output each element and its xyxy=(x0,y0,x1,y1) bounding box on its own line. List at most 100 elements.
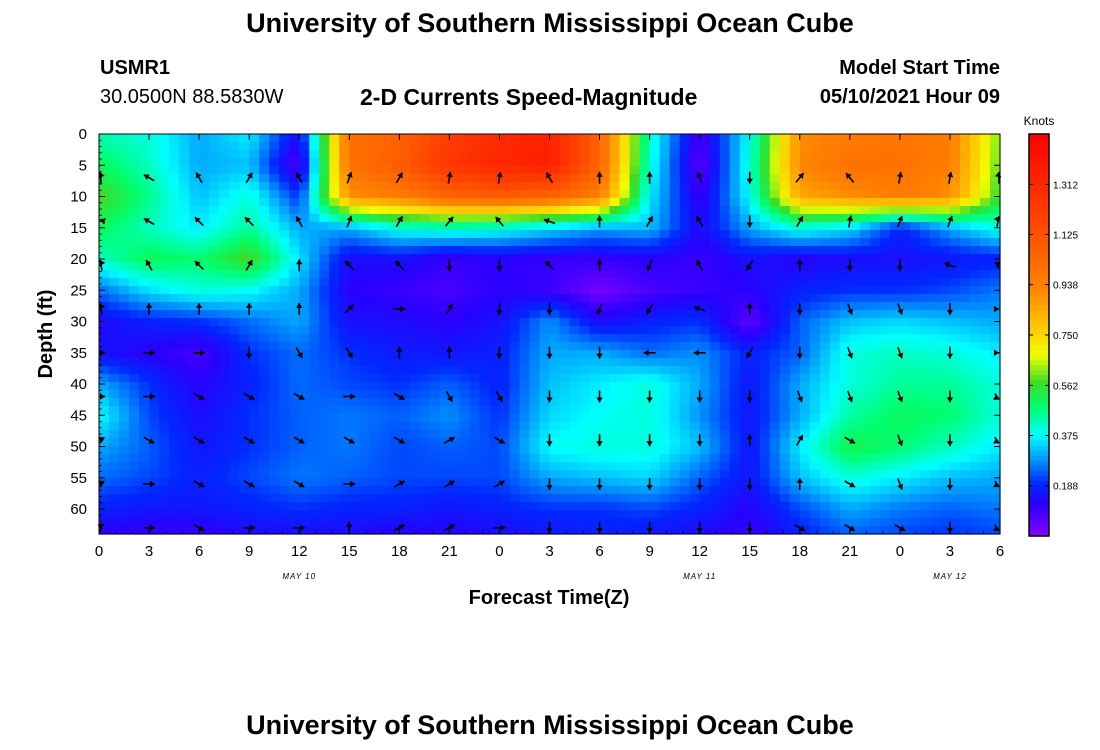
heat-cell xyxy=(369,214,380,223)
heat-cell xyxy=(439,310,450,319)
heat-cell xyxy=(969,422,981,431)
heat-cell xyxy=(189,294,200,303)
heat-cell xyxy=(549,366,561,375)
heat-cell xyxy=(789,214,801,223)
heat-cell xyxy=(269,198,280,207)
heat-cell xyxy=(589,446,601,455)
heat-cell xyxy=(549,382,561,391)
heat-cell xyxy=(549,430,561,439)
heat-cell xyxy=(979,374,991,383)
heat-cell xyxy=(609,150,621,159)
heat-cell xyxy=(429,406,440,415)
heat-cell xyxy=(479,390,491,399)
heat-cell xyxy=(679,294,691,303)
heat-cell xyxy=(859,198,871,207)
heat-cell xyxy=(989,462,1001,471)
heat-cell xyxy=(589,350,601,359)
heat-cell xyxy=(519,246,531,255)
heat-cell xyxy=(219,398,230,407)
heat-cell xyxy=(529,286,541,295)
heat-cell xyxy=(929,382,941,391)
heat-cell xyxy=(789,206,801,215)
current-arrow xyxy=(343,393,356,400)
x-tick-label: 21 xyxy=(841,543,858,560)
heat-cell xyxy=(309,278,320,287)
heat-cell xyxy=(209,326,220,335)
heat-cell xyxy=(759,430,771,439)
heat-cell xyxy=(469,446,481,455)
heat-cell xyxy=(679,454,691,463)
heat-cell xyxy=(829,326,841,335)
heat-cell xyxy=(259,454,270,463)
heat-cell xyxy=(959,318,971,327)
heat-cell xyxy=(519,270,531,279)
heat-cell xyxy=(919,174,931,183)
heat-cell xyxy=(789,470,801,479)
heat-cell xyxy=(139,502,150,511)
heat-cell xyxy=(919,526,931,535)
heat-cell xyxy=(809,150,821,159)
heat-cell xyxy=(449,286,460,295)
heat-cell xyxy=(509,166,521,175)
heat-cell xyxy=(409,382,420,391)
heat-cell xyxy=(849,198,861,207)
heat-cell xyxy=(759,158,771,167)
heat-cell xyxy=(629,182,641,191)
heat-cell xyxy=(509,502,521,511)
heat-cell xyxy=(779,254,791,263)
heat-cell xyxy=(749,182,761,191)
heat-cell xyxy=(689,430,701,439)
heat-cell xyxy=(259,326,270,335)
heat-cell xyxy=(579,454,591,463)
current-arrow xyxy=(994,261,1001,269)
current-arrow xyxy=(194,216,204,227)
heat-cell xyxy=(589,406,601,415)
heat-cell xyxy=(269,414,280,423)
heat-cell xyxy=(429,374,440,383)
heat-cell xyxy=(809,190,821,199)
heat-cell xyxy=(779,414,791,423)
heat-cell xyxy=(189,142,200,151)
heat-cell xyxy=(459,166,471,175)
heat-cell xyxy=(709,342,721,351)
heat-cell xyxy=(489,422,501,431)
heat-cell xyxy=(959,214,971,223)
heat-cell xyxy=(409,294,420,303)
heat-cell xyxy=(629,174,641,183)
heat-cell xyxy=(929,486,941,495)
heat-cell xyxy=(259,366,270,375)
heat-cell xyxy=(349,150,360,159)
heat-cell xyxy=(599,494,611,503)
heat-cell xyxy=(759,382,771,391)
heat-cell xyxy=(909,358,921,367)
heat-cell xyxy=(449,262,460,271)
heat-cell xyxy=(689,166,701,175)
heat-cell xyxy=(749,390,761,399)
heat-cell xyxy=(969,486,981,495)
heat-cell xyxy=(339,374,350,383)
current-arrow xyxy=(494,216,504,227)
heat-cell xyxy=(849,142,861,151)
current-arrow xyxy=(746,478,753,490)
heat-cell xyxy=(399,310,410,319)
heat-cell xyxy=(269,238,280,247)
heat-cell xyxy=(909,262,921,271)
heat-cell xyxy=(369,350,380,359)
heat-cell xyxy=(229,238,240,247)
heat-cell xyxy=(949,486,961,495)
heat-cell xyxy=(709,150,721,159)
heat-cell xyxy=(149,286,160,295)
heat-cell xyxy=(219,254,230,263)
heat-cell xyxy=(979,318,991,327)
heat-cell xyxy=(769,518,781,527)
heat-cell xyxy=(689,366,701,375)
heat-cell xyxy=(849,462,861,471)
heat-cell xyxy=(169,318,180,327)
heat-cell xyxy=(189,150,200,159)
heat-cell xyxy=(419,270,430,279)
heat-cell xyxy=(479,366,491,375)
colorbar-segment xyxy=(1029,154,1049,160)
heat-cell xyxy=(489,486,501,495)
heat-cell xyxy=(99,342,110,351)
heat-cell xyxy=(769,358,781,367)
